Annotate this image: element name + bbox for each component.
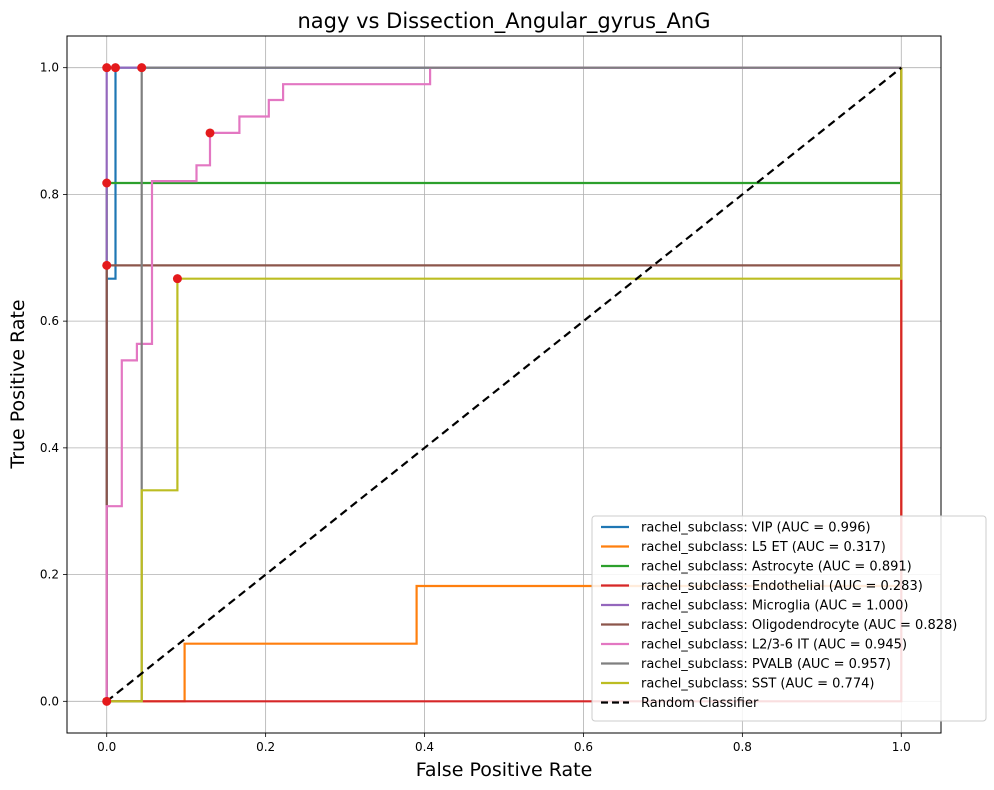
x-tick-label: 0.8 xyxy=(733,740,752,754)
grid xyxy=(67,36,941,733)
highlight-point-5 xyxy=(172,274,182,284)
y-tick-label: 1.0 xyxy=(40,61,59,75)
legend-label-0: rachel_subclass: VIP (AUC = 0.996) xyxy=(641,521,871,536)
y-tick-label: 0.0 xyxy=(40,694,59,708)
legend-label-6: rachel_subclass: L2/3-6 IT (AUC = 0.945) xyxy=(641,638,907,653)
x-tick-label: 0.0 xyxy=(97,740,116,754)
plot-frame xyxy=(66,35,942,734)
series-line-8 xyxy=(106,67,903,703)
highlight-point-3 xyxy=(102,178,112,188)
legend-label-2: rachel_subclass: Astrocyte (AUC = 0.891) xyxy=(641,560,912,575)
y-axis-label: True Positive Rate xyxy=(7,299,29,469)
x-axis-label: False Positive Rate xyxy=(416,759,593,781)
x-tick-label: 0.4 xyxy=(415,740,434,754)
highlight-point-2 xyxy=(137,63,147,73)
highlight-point-1 xyxy=(110,63,120,73)
x-tick-label: 0.6 xyxy=(574,740,593,754)
legend-label-1: rachel_subclass: L5 ET (AUC = 0.317) xyxy=(641,540,886,555)
legend-box xyxy=(591,515,987,722)
y-tick-label: 0.6 xyxy=(40,314,59,328)
legend-label-9: Random Classifier xyxy=(641,696,759,711)
highlight-point-7 xyxy=(102,696,112,706)
legend: rachel_subclass: VIP (AUC = 0.996) rachel… xyxy=(591,515,987,722)
legend-label-8: rachel_subclass: SST (AUC = 0.774) xyxy=(641,677,874,692)
highlight-point-4 xyxy=(102,260,112,270)
legend-label-3: rachel_subclass: Endothelial (AUC = 0.28… xyxy=(641,579,923,594)
series-line-6 xyxy=(105,66,902,702)
x-tick-label: 1.0 xyxy=(892,740,911,754)
highlight-point-0 xyxy=(102,63,112,73)
axis-ticks: 0.0 0.2 0.4 0.6 0.8 1.0 0.0 0.2 0.4 0.6 0.8 1.0 xyxy=(40,61,911,754)
series-line-9 xyxy=(106,66,902,703)
highlight-markers xyxy=(102,63,215,706)
chart-title: nagy vs Dissection_Angular_gyrus_AnG xyxy=(298,9,711,34)
legend-label-5: rachel_subclass: Oligodendrocyte (AUC = … xyxy=(641,618,957,633)
y-tick-label: 0.4 xyxy=(40,441,59,455)
legend-label-7: rachel_subclass: PVALB (AUC = 0.957) xyxy=(641,657,891,672)
y-tick-label: 0.8 xyxy=(40,187,59,201)
plot-lines xyxy=(105,66,903,703)
legend-label-4: rachel_subclass: Microglia (AUC = 1.000) xyxy=(641,599,908,614)
highlight-point-6 xyxy=(205,128,215,138)
x-tick-label: 0.2 xyxy=(256,740,275,754)
y-tick-label: 0.2 xyxy=(40,568,59,582)
